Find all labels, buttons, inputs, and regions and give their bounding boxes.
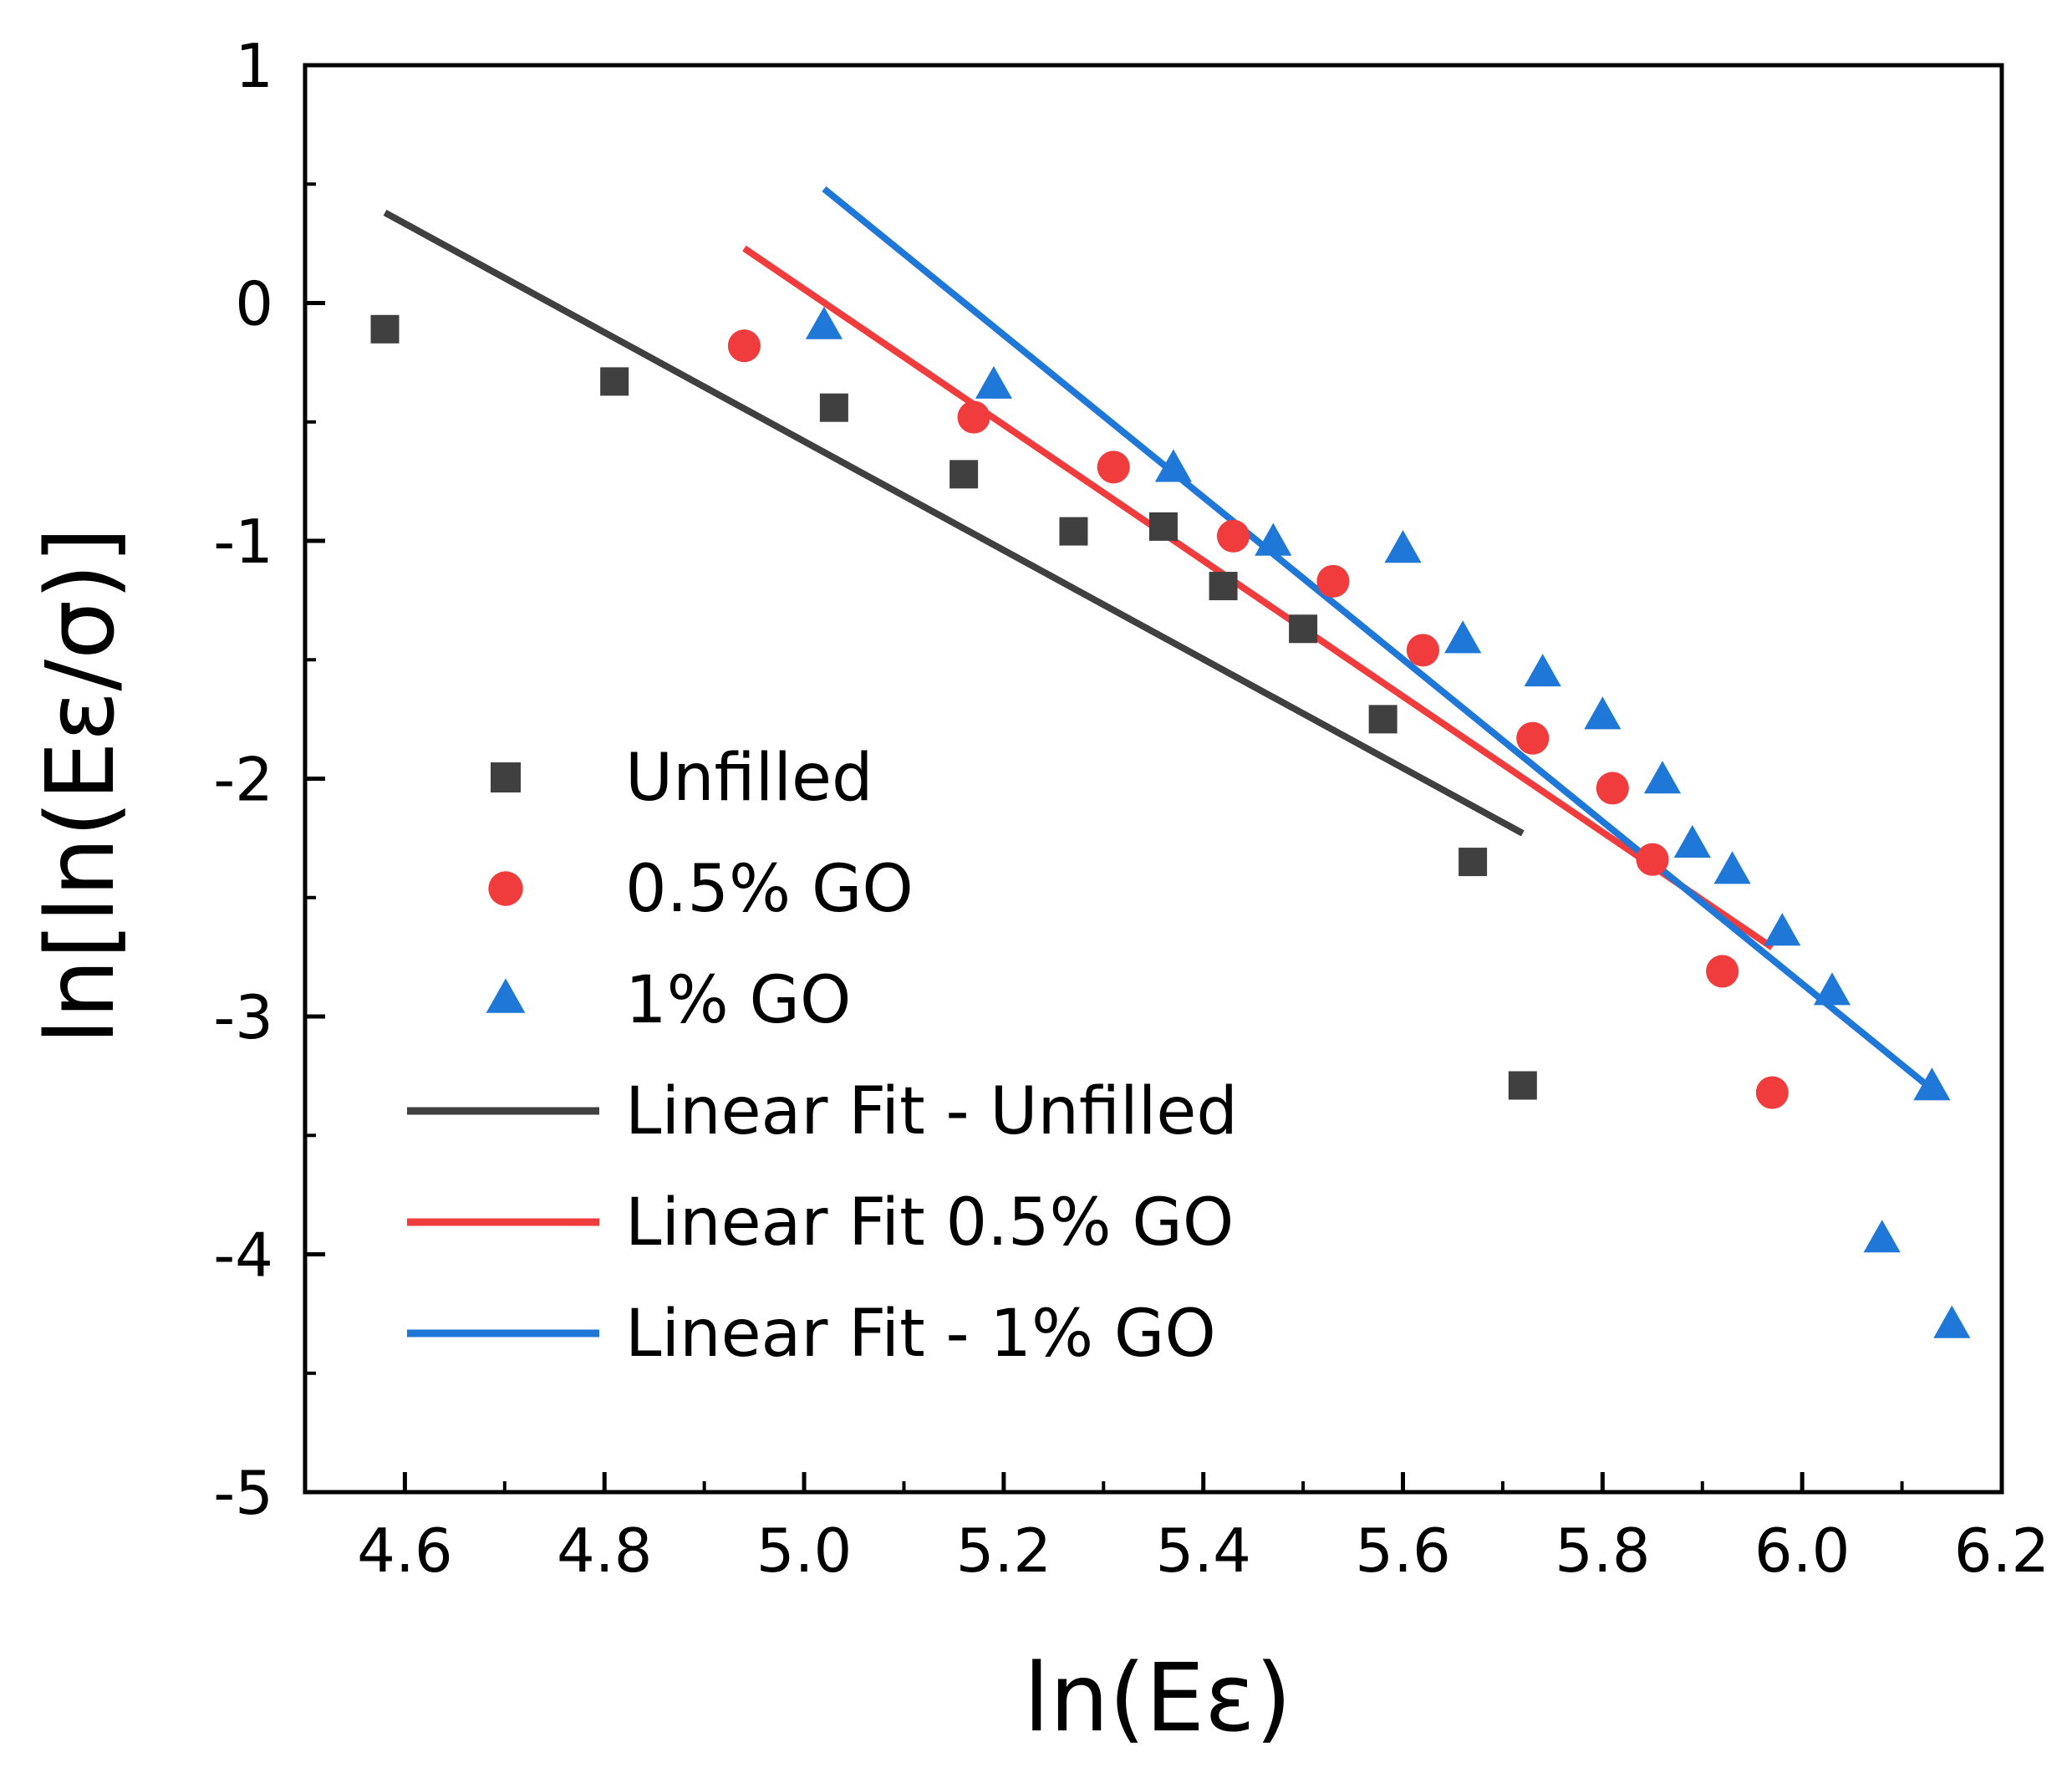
data-point-triangle	[1933, 1305, 1971, 1338]
fit-line	[742, 245, 1774, 950]
data-point-triangle	[1713, 851, 1751, 884]
data-point-triangle	[805, 306, 843, 339]
x-tick-label: 5.0	[756, 1516, 853, 1586]
data-point-triangle	[1255, 522, 1292, 556]
legend: Unfilled 0.5% GO 1% GO Linear Fit - Unfille…	[407, 741, 1238, 1372]
x-tick-label: 6.0	[1754, 1516, 1851, 1586]
data-point-square	[1209, 572, 1238, 601]
data-point-circle	[1216, 519, 1250, 553]
x-tick-label: 5.4	[1155, 1516, 1251, 1586]
legend-label: 1% GO	[625, 963, 851, 1038]
data-point-triangle	[1524, 654, 1561, 687]
data-point-circle	[1636, 843, 1669, 876]
data-point-circle	[1406, 634, 1439, 667]
x-tick-label: 4.6	[357, 1516, 453, 1586]
fit-line	[822, 186, 1944, 1100]
data-point-square	[1289, 614, 1318, 644]
data-point-circle	[957, 400, 990, 434]
data-point-square	[1459, 848, 1488, 877]
x-axis: 4.6 4.8 5.0 5.2 5.4 5.6 5.8 6.0 6.2	[357, 1472, 2049, 1586]
y-tick-label: -4	[213, 1220, 273, 1291]
y-axis: 1 0 -1 -2 -3 -4 -5	[213, 31, 325, 1528]
legend-symbol-triangle	[486, 978, 526, 1013]
y-axis-title: ln[ln(Eε/σ)]	[27, 527, 135, 1044]
data-point-square	[1368, 705, 1397, 734]
data-point-square	[949, 460, 979, 489]
data-point-circle	[1706, 955, 1739, 988]
data-point-square	[600, 367, 629, 396]
y-tick-label: -2	[213, 745, 273, 815]
x-tick-label: 4.8	[557, 1516, 653, 1586]
data-point-triangle	[1384, 530, 1422, 563]
y-tick-label: -3	[213, 982, 273, 1052]
legend-symbol-circle	[488, 871, 523, 906]
plot-frame	[303, 63, 2004, 1495]
legend-symbol-square	[491, 762, 521, 792]
y-tick-label: 0	[235, 269, 273, 339]
data-point-triangle	[1764, 913, 1801, 946]
data-point-square	[1148, 512, 1178, 541]
data-point-square	[370, 314, 400, 344]
y-tick-label: -1	[213, 507, 273, 577]
legend-label: Linear Fit - Unfilled	[625, 1074, 1238, 1149]
data-point-triangle	[1444, 620, 1482, 654]
x-tick-label: 6.2	[1954, 1516, 2050, 1586]
legend-label: Unfilled	[625, 741, 873, 816]
data-point-triangle	[1863, 1220, 1901, 1253]
y-tick-label: 1	[235, 31, 273, 101]
x-axis-title: ln(Eε)	[1024, 1644, 1292, 1753]
data-markers	[370, 306, 1971, 1338]
data-point-circle	[1097, 451, 1130, 484]
data-point-triangle	[1673, 824, 1711, 858]
data-point-circle	[727, 329, 761, 363]
x-tick-label: 5.2	[956, 1516, 1052, 1586]
data-point-triangle	[1913, 1067, 1951, 1101]
fit-line	[383, 209, 1525, 837]
y-tick-label: -5	[213, 1458, 273, 1528]
data-point-triangle	[1154, 449, 1192, 482]
data-point-circle	[1755, 1076, 1789, 1109]
legend-label: Linear Fit - 1% GO	[625, 1297, 1216, 1372]
data-point-circle	[1516, 721, 1550, 755]
data-point-triangle	[1584, 696, 1621, 730]
data-point-circle	[1596, 772, 1629, 805]
data-point-triangle	[1813, 972, 1851, 1006]
legend-label: Linear Fit 0.5% GO	[625, 1185, 1234, 1261]
data-point-circle	[1316, 564, 1350, 598]
data-point-square	[1508, 1071, 1537, 1100]
data-point-triangle	[1643, 761, 1682, 794]
plot-border	[303, 63, 2004, 1495]
fit-lines	[383, 186, 1944, 1100]
x-tick-label: 5.6	[1355, 1516, 1451, 1586]
data-point-square	[819, 393, 848, 422]
data-point-triangle	[975, 365, 1013, 399]
data-point-square	[1059, 517, 1088, 546]
x-tick-label: 5.8	[1555, 1516, 1651, 1586]
legend-label: 0.5% GO	[625, 852, 914, 927]
